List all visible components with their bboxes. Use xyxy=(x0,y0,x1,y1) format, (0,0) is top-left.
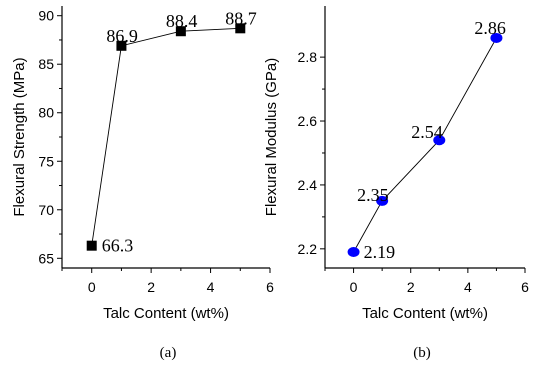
y-tick-label-a: 75 xyxy=(38,153,54,169)
caption-a: (a) xyxy=(160,345,177,361)
x-axis-title-b: Talc Content (wt%) xyxy=(362,305,488,322)
y-tick-label-b: 2.2 xyxy=(298,241,318,257)
series-line-b xyxy=(353,37,497,253)
ticks-b: 0 2 4 6 2.2 2.4 2.6 2.8 xyxy=(298,49,530,295)
data-label-a: 86.9 xyxy=(106,26,138,46)
x-tick-label-a: 2 xyxy=(147,279,155,295)
data-label-a: 88.4 xyxy=(166,11,198,31)
x-axis-title-a: Talc Content (wt%) xyxy=(103,305,229,322)
y-axis-title-a: Flexural Strength (MPa) xyxy=(11,57,28,216)
data-label-b: 2.35 xyxy=(357,185,389,205)
data-point-circle xyxy=(376,195,389,206)
x-tick-label-a: 4 xyxy=(207,279,215,295)
y-tick-label-a: 80 xyxy=(38,105,54,121)
y-tick-label-a: 90 xyxy=(38,8,54,24)
y-tick-label-b: 2.8 xyxy=(298,49,318,65)
y-axis-title-b: Flexural Modulus (GPa) xyxy=(263,58,280,216)
y-tick-label-a: 65 xyxy=(38,250,54,266)
ticks-a: 0 2 4 6 65 70 75 80 85 90 xyxy=(38,8,274,295)
data-label-a: 66.3 xyxy=(102,236,134,256)
x-tick-label-b: 2 xyxy=(407,279,415,295)
data-labels-a: 66.3 86.9 88.4 88.7 xyxy=(102,8,257,255)
markers-a xyxy=(86,23,246,251)
y-tick-label-a: 70 xyxy=(38,202,54,218)
y-tick-label-b: 2.6 xyxy=(298,113,318,129)
data-point-square xyxy=(86,240,97,251)
data-point-circle xyxy=(490,32,503,43)
caption-b: (b) xyxy=(413,345,431,361)
data-point-circle xyxy=(347,247,360,258)
data-label-b: 2.54 xyxy=(411,122,443,142)
data-label-b: 2.19 xyxy=(364,242,396,262)
series-line-a xyxy=(91,27,241,246)
y-tick-label-b: 2.4 xyxy=(298,177,318,193)
data-point-square xyxy=(116,40,127,51)
data-labels-b: 2.19 2.35 2.54 2.86 xyxy=(357,18,506,262)
chart-panel-b: 0 2 4 6 2.2 2.4 2.6 2.8 2.19 2.35 2.54 2.86 Talc C… xyxy=(263,6,529,361)
y-tick-label-a: 85 xyxy=(38,56,54,72)
x-tick-label-a: 0 xyxy=(88,279,96,295)
x-tick-label-b: 6 xyxy=(521,279,529,295)
data-label-b: 2.86 xyxy=(474,18,506,38)
chart-panel-a: 0 2 4 6 65 70 75 80 85 90 66.3 86.9 88.4 88.7 Talc C… xyxy=(11,6,274,361)
x-tick-label-b: 4 xyxy=(464,279,472,295)
data-point-square xyxy=(235,23,246,34)
markers-b xyxy=(347,32,503,258)
x-tick-label-b: 0 xyxy=(350,279,358,295)
data-point-square xyxy=(175,26,186,37)
data-label-a: 88.7 xyxy=(225,8,256,28)
data-point-circle xyxy=(433,135,446,146)
x-tick-label-a: 6 xyxy=(266,279,274,295)
